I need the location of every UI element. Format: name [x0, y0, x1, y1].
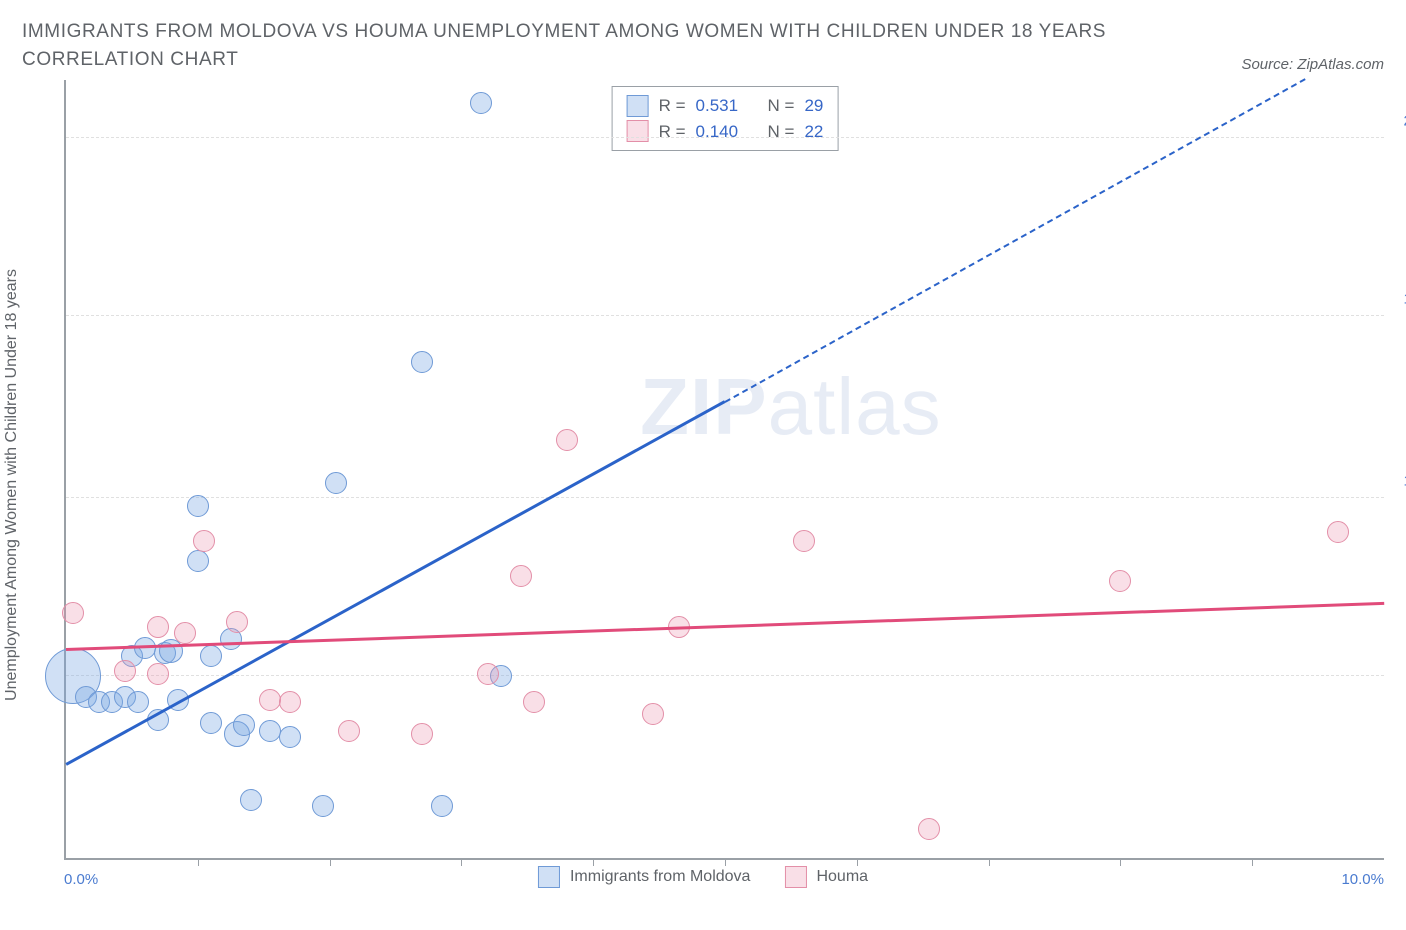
- data-point-houma: [1109, 570, 1131, 592]
- data-point-houma: [279, 691, 301, 713]
- y-tick-label: 12.5%: [1390, 472, 1406, 489]
- data-point-moldova: [325, 472, 347, 494]
- x-tick: [1120, 858, 1121, 866]
- data-point-moldova: [431, 795, 453, 817]
- x-tick: [593, 858, 594, 866]
- data-point-houma: [642, 703, 664, 725]
- data-point-houma: [174, 622, 196, 644]
- data-point-moldova: [312, 795, 334, 817]
- data-point-houma: [523, 691, 545, 713]
- x-tick: [1252, 858, 1253, 866]
- x-axis-max-label: 10.0%: [1341, 871, 1384, 888]
- data-point-moldova: [200, 645, 222, 667]
- data-point-moldova: [187, 495, 209, 517]
- legend-swatch: [784, 866, 806, 888]
- data-point-houma: [918, 818, 940, 840]
- data-point-moldova: [279, 726, 301, 748]
- legend-swatch: [627, 120, 649, 142]
- trend-line-houma: [66, 602, 1384, 651]
- gridline: [66, 315, 1384, 316]
- x-tick: [461, 858, 462, 866]
- data-point-houma: [62, 602, 84, 624]
- data-point-houma: [147, 616, 169, 638]
- data-point-houma: [193, 530, 215, 552]
- data-point-houma: [147, 663, 169, 685]
- correlation-legend: R = 0.531 N = 29R = 0.140 N = 22: [612, 86, 839, 151]
- data-point-moldova: [240, 789, 262, 811]
- trend-line-moldova: [65, 400, 725, 765]
- legend-row-moldova: R = 0.531 N = 29: [627, 93, 824, 119]
- legend-swatch: [627, 95, 649, 117]
- x-tick: [989, 858, 990, 866]
- plot-region: ZIPatlas R = 0.531 N = 29R = 0.140 N = 2…: [64, 80, 1384, 860]
- series-legend: Immigrants from Moldova Houma: [538, 866, 868, 888]
- gridline: [66, 497, 1384, 498]
- data-point-houma: [226, 611, 248, 633]
- data-point-moldova: [187, 550, 209, 572]
- data-point-houma: [556, 429, 578, 451]
- source-label: Source: ZipAtlas.com: [1241, 56, 1384, 73]
- y-tick-label: 25.0%: [1390, 112, 1406, 129]
- y-axis-label: Unemployment Among Women with Children U…: [3, 269, 21, 701]
- data-point-moldova: [259, 720, 281, 742]
- series-legend-item-moldova: Immigrants from Moldova: [538, 866, 751, 888]
- gridline: [66, 675, 1384, 676]
- data-point-houma: [1327, 521, 1349, 543]
- header: IMMIGRANTS FROM MOLDOVA VS HOUMA UNEMPLO…: [0, 0, 1406, 77]
- y-tick-label: 6.3%: [1390, 651, 1406, 668]
- data-point-moldova: [200, 712, 222, 734]
- data-point-moldova: [411, 351, 433, 373]
- data-point-houma: [793, 530, 815, 552]
- legend-swatch: [538, 866, 560, 888]
- data-point-houma: [338, 720, 360, 742]
- chart-title: IMMIGRANTS FROM MOLDOVA VS HOUMA UNEMPLO…: [22, 18, 1142, 73]
- legend-row-houma: R = 0.140 N = 22: [627, 119, 824, 145]
- data-point-moldova: [470, 92, 492, 114]
- x-axis-min-label: 0.0%: [64, 871, 98, 888]
- data-point-houma: [411, 723, 433, 745]
- x-tick: [330, 858, 331, 866]
- series-legend-item-houma: Houma: [784, 866, 868, 888]
- data-point-houma: [259, 689, 281, 711]
- data-point-houma: [477, 663, 499, 685]
- watermark: ZIPatlas: [640, 361, 941, 453]
- y-tick-label: 18.8%: [1390, 291, 1406, 308]
- data-point-moldova: [233, 714, 255, 736]
- data-point-houma: [510, 565, 532, 587]
- x-tick: [857, 858, 858, 866]
- data-point-houma: [114, 660, 136, 682]
- data-point-moldova: [127, 691, 149, 713]
- x-tick: [198, 858, 199, 866]
- gridline: [66, 137, 1384, 138]
- chart-area: Unemployment Among Women with Children U…: [22, 80, 1384, 890]
- x-tick: [725, 858, 726, 866]
